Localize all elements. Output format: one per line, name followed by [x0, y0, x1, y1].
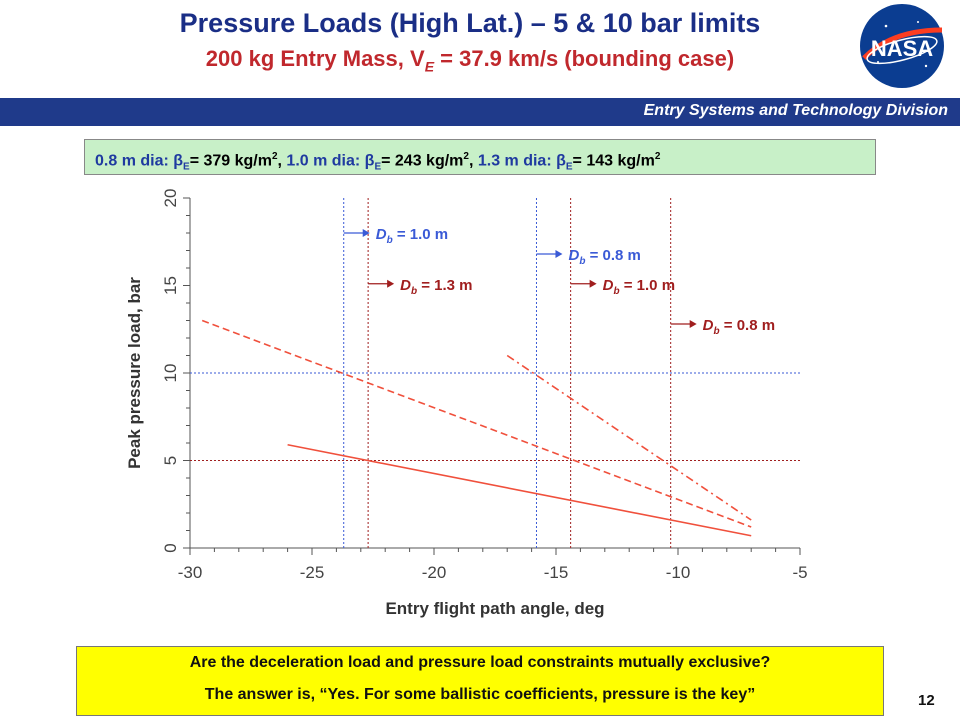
annotation-label-d: D: [400, 277, 411, 294]
annotation-label: Db = 0.8 m: [568, 247, 640, 267]
x-axis-label: Entry flight path angle, deg: [385, 599, 604, 618]
nasa-logo-icon: NASA: [860, 4, 944, 88]
info-d3: 1.3 m dia:: [477, 152, 557, 170]
page-number: 12: [918, 692, 935, 709]
y-tick-label: 5: [161, 456, 180, 465]
info-sup1: 2: [271, 151, 278, 162]
annotation-label: Db = 1.0 m: [376, 226, 448, 246]
annotation-label-sub: b: [579, 256, 585, 267]
info-b1: = 379 kg/m: [189, 152, 272, 170]
x-tick-label: -20: [422, 563, 447, 582]
annotation-arrowhead-icon: [387, 279, 395, 288]
question-box: Are the deceleration load and pressure l…: [76, 646, 884, 716]
info-sub1: E: [183, 161, 190, 173]
y-tick-label: 0: [161, 543, 180, 552]
info-beta2: β: [364, 152, 375, 170]
x-tick-label: -5: [792, 563, 807, 582]
division-label: Entry Systems and Technology Division: [643, 102, 948, 119]
info-sup2: 2: [463, 151, 469, 162]
x-tick-label: -10: [666, 563, 691, 582]
info-sep2: ,: [468, 152, 478, 170]
annotation-arrowhead-icon: [689, 320, 697, 328]
annotation-label: Db = 0.8 m: [703, 317, 775, 337]
annotation-label-sub: b: [387, 235, 393, 246]
annotation-label-value: = 1.3 m: [417, 277, 472, 294]
annotation-label-d: D: [603, 277, 614, 294]
annotation-arrowhead-icon: [589, 279, 597, 288]
annotation-label-d: D: [703, 317, 714, 334]
x-tick-label: -15: [544, 563, 569, 582]
subtitle-sub: E: [424, 58, 435, 75]
info-b3: = 143 kg/m: [572, 152, 655, 170]
info-sub2: E: [374, 161, 382, 173]
division-band: Entry Systems and Technology Division: [0, 98, 960, 126]
info-sep1: ,: [277, 152, 287, 170]
annotation-arrowhead-icon: [362, 229, 370, 237]
annotation-label-value: = 0.8 m: [720, 317, 775, 334]
annotation-label: Db = 1.0 m: [603, 277, 675, 297]
annotation-label-sub: b: [714, 326, 720, 337]
annotation-label-d: D: [568, 247, 579, 264]
question-line-2: The answer is, “Yes. For some ballistic …: [204, 686, 756, 703]
y-tick-label: 10: [161, 364, 180, 383]
slide-subtitle: 200 kg Entry Mass, VE = 37.9 km/s (bound…: [100, 46, 840, 74]
annotation-label-sub: b: [411, 286, 417, 297]
info-beta1: β: [173, 152, 184, 170]
subtitle-suffix: = 37.9 km/s (bounding case): [434, 46, 735, 71]
annotation-label-value: = 1.0 m: [620, 277, 675, 294]
series-line-solid: [287, 443, 752, 537]
info-beta3: β: [556, 152, 566, 170]
annotation-arrowhead-icon: [555, 250, 563, 258]
x-tick-label: -25: [300, 563, 325, 582]
annotation-label: Db = 1.3 m: [400, 277, 472, 297]
info-d2: 1.0 m dia:: [286, 152, 365, 170]
series-line-dashdot: [506, 354, 752, 521]
annotation-label-value: = 0.8 m: [585, 247, 640, 264]
x-tick-label: -30: [178, 563, 203, 582]
info-sub3: E: [565, 161, 573, 173]
slide-title: Pressure Loads (High Lat.) – 5 & 10 bar …: [179, 8, 761, 38]
pressure-load-chart: -30 -25 -20 -15 -10 -5 0 5 10 15 20 Entry flight pa…: [125, 189, 808, 618]
logo-text: NASA: [871, 36, 933, 61]
subtitle-prefix: 200 kg Entry Mass, V: [205, 46, 425, 71]
y-axis-label: Peak pressure load, bar: [125, 277, 144, 469]
info-d1: 0.8 m dia:: [95, 152, 174, 170]
y-tick-label: 20: [161, 189, 180, 208]
y-tick-label: 15: [161, 276, 180, 295]
series-line-dashed: [201, 319, 752, 528]
annotation-label-sub: b: [613, 286, 619, 297]
ballistic-coefficient-box: 0.8 m dia: βE= 379 kg/m2, 1.0 m dia: βE=…: [84, 139, 876, 175]
info-b2: = 243 kg/m: [381, 152, 464, 170]
info-sup3: 2: [654, 151, 661, 162]
annotation-label-value: = 1.0 m: [393, 226, 448, 243]
annotation-label-d: D: [376, 226, 387, 243]
question-line-1: Are the deceleration load and pressure l…: [189, 654, 771, 671]
